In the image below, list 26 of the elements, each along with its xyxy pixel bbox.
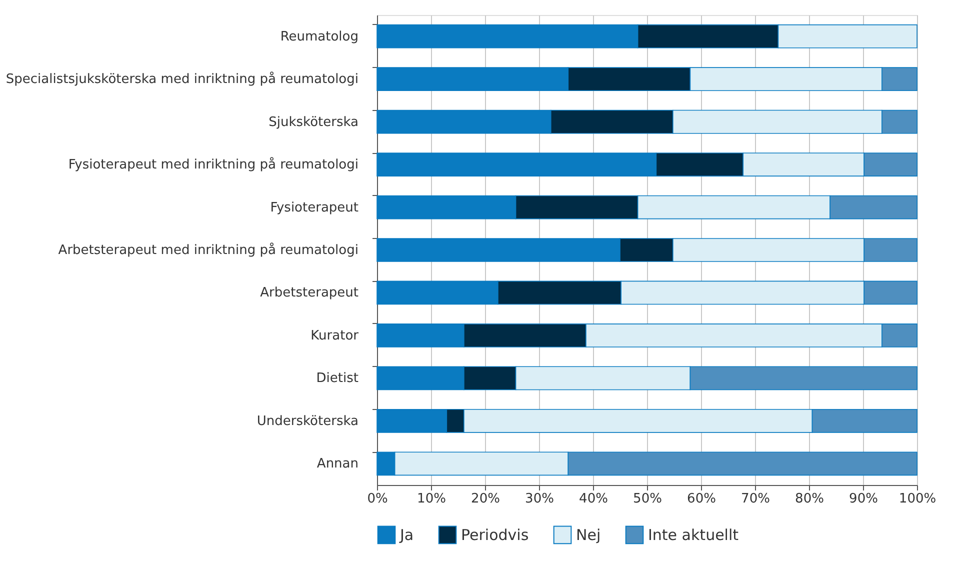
y-tick-label: Reumatolog [280, 29, 358, 44]
x-tick-label: 10% [417, 492, 446, 506]
x-tick-label: 30% [525, 492, 554, 506]
y-tick-label: Dietist [316, 371, 358, 386]
x-tick-label: 70% [741, 492, 770, 506]
x-tick-label: 20% [471, 492, 500, 506]
x-tick-label: 100% [898, 492, 936, 506]
x-tick-label: 60% [687, 492, 716, 506]
y-tick-label: Annan [316, 456, 358, 472]
y-tick-label: Arbetsterapeut med inriktning på reumatologi [58, 242, 358, 258]
legend-label: Ja [399, 526, 414, 544]
y-tick-label: Arbetsterapeut [260, 286, 358, 301]
y-tick-label: Specialistsjuksköterska med inriktning på reumatologi [6, 71, 358, 88]
y-tick-label: Fysioterapeut [270, 200, 358, 216]
y-tick-label: Kurator [310, 328, 360, 344]
legend-label: Periodvis [461, 526, 529, 544]
x-tick-label: 0% [367, 492, 388, 506]
y-tick-label: Undersköterska [256, 414, 358, 429]
legend-label: Nej [576, 526, 601, 544]
x-tick-label: 80% [795, 492, 824, 506]
legend-label: Inte aktuellt [648, 526, 739, 544]
x-tick-label: 50% [633, 492, 662, 506]
x-tick-label: 90% [849, 492, 878, 506]
y-tick-label: Sjuksköterska [268, 114, 358, 130]
x-tick-label: 40% [579, 492, 608, 506]
y-tick-label: Fysioterapeut med inriktning på reumatologi [68, 156, 358, 173]
